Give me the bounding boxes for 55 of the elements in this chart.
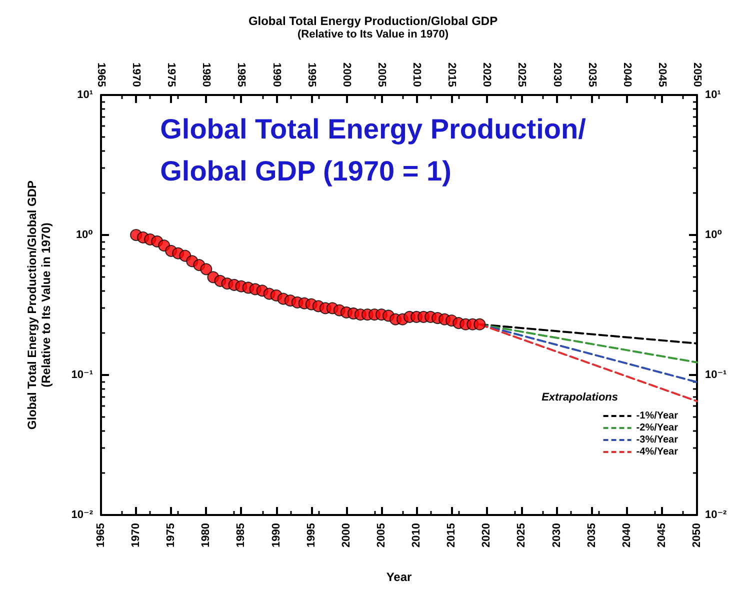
legend-label: -3%/Year bbox=[636, 434, 678, 446]
legend-label: -2%/Year bbox=[636, 422, 678, 434]
text: 10⁰ bbox=[76, 229, 93, 241]
x2-tick-label: 1995 bbox=[305, 62, 318, 87]
x2-tick-label: 2025 bbox=[516, 62, 528, 87]
x-tick-label: 2045 bbox=[656, 523, 668, 548]
x-tick-label: 2000 bbox=[340, 523, 352, 548]
x2-tick-label: 1965 bbox=[95, 62, 107, 87]
x-tick-label: 2020 bbox=[480, 523, 493, 548]
x-tick-label: 1995 bbox=[305, 523, 318, 548]
y-tick-label: 10⁻¹ bbox=[705, 369, 728, 381]
x2-tick-label: 1980 bbox=[200, 62, 212, 87]
x2-tick-label: 2035 bbox=[586, 62, 598, 87]
x-tick-label: 1970 bbox=[130, 523, 142, 548]
x-axis-title: Year bbox=[386, 570, 412, 584]
x2-tick-label: 2015 bbox=[446, 62, 458, 87]
x-tick-label: 2050 bbox=[691, 523, 703, 548]
y-tick-label: 10¹ bbox=[705, 89, 722, 101]
x-tick-label: 1975 bbox=[165, 523, 178, 548]
x-tick-label: 2025 bbox=[516, 523, 528, 548]
y-tick-label: 10⁰ bbox=[705, 229, 722, 241]
legend-label: -1%/Year bbox=[636, 410, 678, 422]
x2-tick-label: 2040 bbox=[620, 62, 633, 87]
x2-tick-label: 1975 bbox=[165, 62, 178, 87]
x2-tick-label: 2050 bbox=[691, 62, 703, 87]
x2-tick-label: 2045 bbox=[656, 62, 668, 87]
x-tick-label: 1980 bbox=[200, 523, 212, 548]
x2-tick-label: 2020 bbox=[480, 62, 493, 87]
x-tick-label: 2040 bbox=[620, 523, 633, 548]
x2-tick-label: 1970 bbox=[130, 62, 142, 87]
x2-tick-label: 2000 bbox=[340, 62, 352, 87]
y-axis-title: Global Total Energy Production/Global GDP (Relative to Its Value in 1970) bbox=[25, 180, 53, 430]
x-tick-label: 2030 bbox=[550, 523, 563, 548]
x2-tick-label: 2005 bbox=[375, 62, 388, 87]
text: 10¹ bbox=[77, 89, 93, 101]
point bbox=[200, 263, 212, 276]
x-tick-label: 1985 bbox=[235, 523, 248, 548]
x2-tick-label: 2010 bbox=[410, 62, 423, 87]
x2-tick-label: 1990 bbox=[270, 62, 282, 87]
legend-title: Extrapolations bbox=[542, 392, 618, 404]
x-tick-label: 2010 bbox=[410, 523, 423, 548]
x2-tick-label: 2030 bbox=[550, 62, 563, 87]
x-tick-label: 2015 bbox=[446, 523, 458, 548]
y-tick-label: 10⁻² bbox=[705, 509, 728, 521]
x-tick-label: 2035 bbox=[586, 523, 598, 548]
x-tick-label: 2005 bbox=[375, 523, 388, 548]
chart-title: Global Total Energy Production/Global GDP (Relative to Its Value in 1970) bbox=[248, 14, 498, 40]
x-tick-label: 1990 bbox=[270, 523, 282, 548]
text: 10⁻¹ bbox=[71, 369, 93, 381]
x2-tick-label: 1985 bbox=[235, 62, 248, 87]
x-tick-label: 1965 bbox=[95, 523, 107, 548]
text: 10⁻² bbox=[71, 509, 93, 521]
annotation: Global Total Energy Production/ Global GDP (1970 = 1) bbox=[160, 114, 586, 186]
point bbox=[474, 318, 486, 330]
legend-label: -4%/Year bbox=[636, 446, 678, 458]
